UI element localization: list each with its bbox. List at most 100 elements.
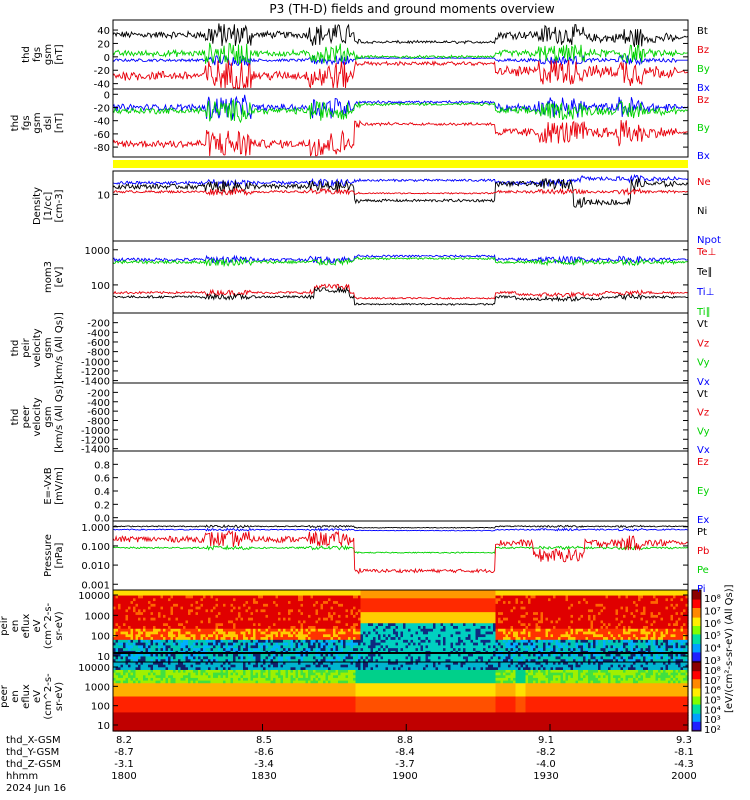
spectro-cell [460, 645, 464, 649]
spectro-cell [278, 617, 282, 622]
spectro-cell [370, 642, 374, 646]
spectro-cell [460, 642, 464, 646]
spectro-cell [163, 626, 167, 630]
spectro-cell [118, 623, 122, 627]
series-bt [112, 23, 689, 48]
spectro-cell [505, 634, 509, 638]
spectro-cell [508, 620, 512, 624]
spectro-cell [278, 601, 282, 605]
spectro-cell [468, 614, 472, 619]
spectro-cell [458, 648, 462, 652]
spectro-cell [440, 634, 444, 638]
spectro-cell [323, 626, 327, 630]
spectro-cell [493, 617, 497, 622]
spectro-cell [463, 595, 467, 599]
spectro-cell [438, 631, 442, 635]
spectro-cell [193, 598, 197, 602]
spectro-cell [395, 612, 399, 616]
spectro-cell [123, 659, 127, 663]
spectro-cell [418, 642, 422, 646]
spectro-cell [135, 603, 139, 608]
spectro-cell [245, 601, 249, 605]
spectro-cell [438, 634, 442, 638]
spectro-cell [138, 634, 142, 638]
spectro-cell [458, 606, 462, 610]
spectro-cell [315, 642, 319, 646]
spectro-cell [385, 614, 389, 619]
spectro-cell [488, 626, 492, 630]
spectro-cell [413, 631, 417, 635]
spectro-cell [400, 590, 404, 594]
spectro-cell [503, 639, 507, 644]
spectro-cell [255, 631, 259, 635]
spectro-cell [410, 603, 414, 608]
spectro-cell [483, 612, 487, 616]
spectro-cell [140, 631, 144, 635]
spectro-cell [275, 603, 279, 608]
spectro-cell [365, 653, 369, 658]
spectro-cell [140, 612, 144, 616]
spectro-cell [253, 592, 257, 597]
spectro-cell [175, 637, 179, 641]
spectro-cell [328, 612, 332, 616]
spectro-cell [163, 656, 167, 660]
spectro-cell [435, 592, 439, 597]
spectro-cell [473, 639, 477, 644]
spectro-cell [188, 620, 192, 624]
spectro-cell [390, 653, 394, 658]
spectro-cell [180, 639, 184, 644]
spectro-cell [340, 628, 344, 633]
spectro-cell [233, 637, 237, 641]
spectro-cell [518, 606, 522, 610]
spectro-cell [148, 637, 152, 641]
spectro-cell [325, 590, 329, 594]
spectro-cell [470, 634, 474, 638]
spectro-cell [485, 623, 489, 627]
spectro-cell [335, 595, 339, 599]
spectro-cell [223, 617, 227, 622]
spectro-cell [415, 628, 419, 633]
spectro-cell [243, 614, 247, 619]
spectro-cell [498, 626, 502, 630]
spectro-cell [168, 634, 172, 638]
spectro-cell [188, 590, 192, 594]
spectro-cell [375, 598, 379, 602]
spectro-cell [405, 623, 409, 627]
spectro-cell [353, 628, 357, 633]
spectro-cell [290, 645, 294, 649]
spectro-cell [288, 642, 292, 646]
spectro-cell [318, 603, 322, 608]
spectro-cell [143, 614, 147, 619]
spectro-cell [438, 626, 442, 630]
spectro-cell [338, 645, 342, 649]
spectro-cell [315, 623, 319, 627]
spectro-cell [280, 606, 284, 610]
spectro-cell [250, 642, 254, 646]
spectro-cell [480, 659, 484, 663]
spectro-cell [320, 637, 324, 641]
spectro-cell [453, 631, 457, 635]
spectro-cell [380, 614, 384, 619]
spectro-cell [328, 628, 332, 633]
spectro-cell [308, 634, 312, 638]
spectro-cell [368, 612, 372, 616]
spectro-cell [188, 659, 192, 663]
spectro-cell [178, 626, 182, 630]
spectro-cell [380, 590, 384, 594]
spectro-cell [378, 603, 382, 608]
spectro-cell [370, 590, 374, 594]
spectro-cell [268, 606, 272, 610]
spectro-cell [115, 601, 119, 605]
spectro-cell [128, 609, 132, 613]
spectro-cell [488, 659, 492, 663]
spectro-cell [198, 609, 202, 613]
spectro-cell [500, 648, 504, 652]
spectro-cell [420, 653, 424, 658]
spectro-cell [508, 617, 512, 622]
spectro-cell [445, 639, 449, 644]
spectro-cell [115, 631, 119, 635]
spectro-cell [205, 598, 209, 602]
spectro-cell [133, 620, 137, 624]
spectro-cell [298, 603, 302, 608]
spectro-cell [483, 642, 487, 646]
